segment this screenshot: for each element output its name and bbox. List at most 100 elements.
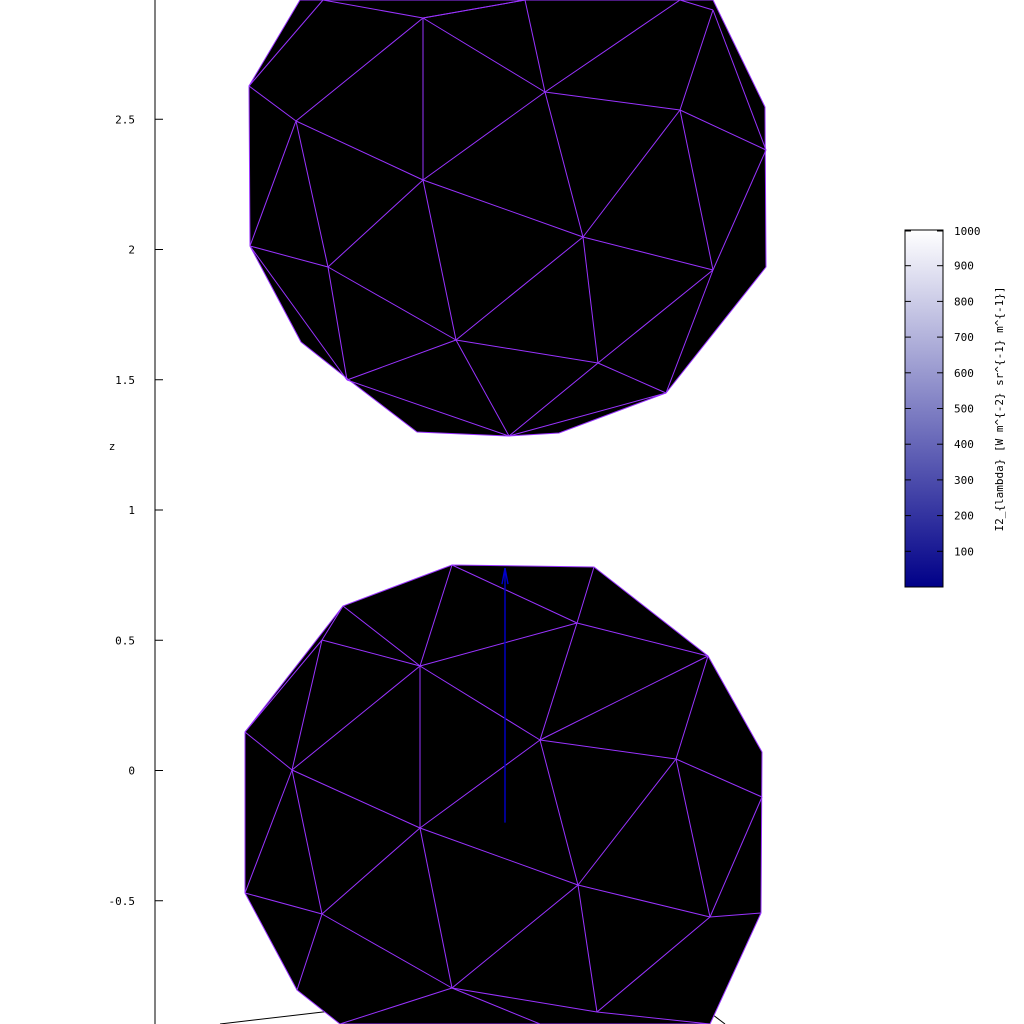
mesh-edge (675, 655, 709, 760)
mesh-edge (544, 91, 681, 111)
mesh-edge (596, 1011, 711, 1024)
mesh-edge (249, 120, 297, 247)
mesh-edge (321, 913, 453, 989)
colorbar-tick-label: 200 (954, 510, 974, 523)
colorbar: 1000 900 800 700 600 500 400 300 200 100 I2_{lamb… (904, 225, 1006, 588)
colorbar-tick-label: 400 (954, 438, 974, 451)
mesh-edge (419, 827, 453, 989)
upper-sphere-mesh (248, 0, 767, 437)
mesh-edge (295, 17, 424, 122)
colorbar-tick-label: 900 (954, 260, 974, 273)
colorbar-ticks: 1000 900 800 700 600 500 400 300 200 100 (905, 225, 981, 558)
mesh-edge (679, 109, 714, 271)
mesh-edge (675, 758, 763, 798)
mesh-edge (339, 987, 453, 1024)
mesh-edge (422, 0, 526, 19)
mesh-edge (508, 392, 667, 437)
mesh-edge (422, 179, 457, 341)
mesh-edge (248, 0, 324, 87)
mesh-edge (455, 339, 599, 364)
mesh-edge (419, 739, 541, 829)
lower-sphere-mesh (244, 564, 763, 1024)
mesh-edge (577, 884, 598, 1013)
mesh-edge (455, 236, 584, 341)
colorbar-tick-label: 100 (954, 545, 974, 558)
z-axis-tick-label: 1 (128, 504, 135, 517)
mesh-edge (419, 827, 579, 886)
mesh-edge (291, 665, 421, 771)
colorbar-label: I2_{lambda} [W m^{-2} sr^{-1} m^{-1}] (993, 286, 1006, 531)
mesh-edge (675, 758, 711, 918)
mesh-edge (596, 916, 711, 1013)
vector-head (501, 567, 509, 585)
mesh-edge (327, 266, 348, 381)
lower-sphere-surface (244, 564, 763, 1024)
mesh-edge (539, 739, 677, 760)
mesh-edge (321, 639, 421, 667)
mesh-edge (455, 339, 510, 437)
mesh-edge (422, 179, 584, 238)
z-axis-tick-label: 1.5 (115, 374, 135, 387)
mesh-edge (582, 236, 599, 364)
mesh-edge (597, 362, 667, 394)
mesh-edge (249, 245, 329, 268)
mesh-edge (295, 120, 329, 268)
vector-arrow (501, 567, 509, 823)
mesh-edge (244, 639, 323, 733)
mesh-edge (327, 179, 424, 268)
mesh-edge (524, 0, 546, 93)
mesh-edge (665, 269, 714, 394)
mesh-edge (346, 339, 457, 381)
mesh-edge (451, 987, 541, 1024)
mesh-edge (419, 564, 453, 667)
mesh-edge (576, 566, 595, 624)
z-axis-tick-label: 2.5 (115, 113, 135, 126)
mesh-edge (346, 379, 510, 437)
mesh-edge (451, 564, 578, 624)
colorbar-tick-label: 1000 (954, 225, 981, 238)
mesh-edge (295, 120, 424, 181)
mesh-edge (342, 605, 421, 667)
z-axis-label: z (109, 440, 116, 453)
mesh-edge (508, 362, 599, 437)
mesh-edge (577, 884, 711, 918)
mesh-edge (582, 109, 681, 238)
mesh-edge (291, 639, 323, 771)
mesh-edge (291, 769, 323, 915)
mesh-edge (709, 796, 763, 918)
mesh-edge (577, 758, 677, 886)
mesh-edge (539, 655, 709, 741)
colorbar-gradient (904, 229, 944, 588)
z-axis: 2.5 2 1.5 1 0.5 0 -0.5 z (109, 0, 163, 1024)
lower-sphere (244, 564, 763, 1024)
colorbar-tick-label: 500 (954, 403, 974, 416)
mesh-edge (544, 91, 584, 238)
mesh-edge (679, 9, 714, 111)
mesh-edge (712, 149, 767, 271)
floor-line (219, 1009, 341, 1024)
colorbar-tick-label: 800 (954, 295, 974, 308)
colorbar-tick-label: 600 (954, 367, 974, 380)
mesh-edge (291, 769, 421, 829)
mesh-edge (296, 913, 323, 991)
mesh-edge (422, 17, 546, 93)
upper-sphere-surface (248, 0, 767, 437)
mesh-edge (422, 91, 546, 181)
mesh-edge (597, 269, 714, 364)
mesh-edge (451, 987, 598, 1013)
mesh-edge (419, 665, 541, 741)
mesh-edge (679, 0, 714, 11)
mesh-edge (539, 739, 579, 886)
mesh-edge (582, 236, 714, 271)
upper-sphere (248, 0, 767, 437)
colorbar-tick-label: 300 (954, 474, 974, 487)
mesh-edge (321, 827, 421, 915)
mesh-edge (419, 622, 578, 667)
mesh-edge (244, 892, 323, 915)
mesh-edge (244, 731, 293, 771)
mesh-edge (709, 912, 762, 918)
mesh-edge (327, 266, 457, 341)
z-axis-tick-label: 2 (128, 244, 135, 257)
mesh-edge (576, 622, 709, 657)
